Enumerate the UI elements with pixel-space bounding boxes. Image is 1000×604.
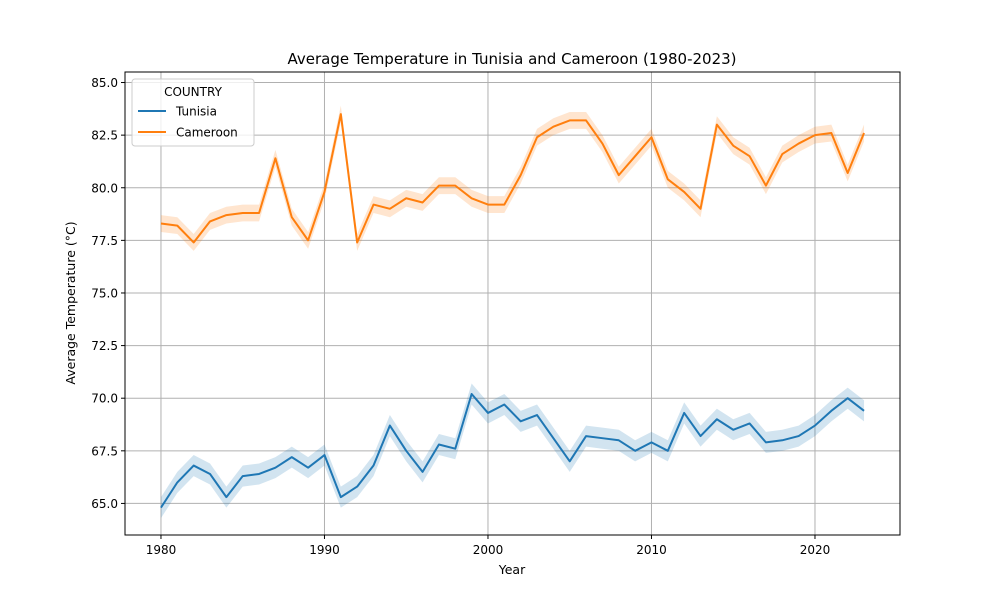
cameroon-confidence-band [160, 105, 865, 251]
legend-title: COUNTRY [164, 85, 222, 99]
axis-ticks: 1980 1990 2000 2010 2020 65.0 67.5 70.0 72.5 75.0… [91, 76, 830, 557]
y-tick-label: 80.0 [91, 181, 118, 195]
legend: COUNTRY Tunisia Cameroon [131, 78, 255, 147]
y-tick-label: 82.5 [91, 129, 118, 143]
tunisia-series-line [160, 392, 865, 509]
y-tick-label: 65.0 [91, 497, 118, 511]
y-tick-label: 72.5 [91, 339, 118, 353]
y-tick-label: 77.5 [91, 234, 118, 248]
plot-frame [124, 71, 901, 536]
series-lines [160, 113, 865, 509]
y-tick-label: 70.0 [91, 392, 118, 406]
x-tick-label: 2000 [473, 543, 504, 557]
legend-label-cameroon: Cameroon [176, 126, 238, 140]
x-tick-label: 2020 [800, 543, 831, 557]
legend-box [131, 78, 255, 147]
y-tick-label: 67.5 [91, 444, 118, 458]
x-tick-label: 1990 [309, 543, 340, 557]
y-tick-label: 75.0 [91, 286, 118, 300]
chart-title: Average Temperature in Tunisia and Camer… [287, 50, 736, 68]
legend-label-tunisia: Tunisia [175, 105, 217, 119]
y-axis-label: Average Temperature (°C) [63, 221, 78, 384]
x-tick-label: 2010 [636, 543, 667, 557]
x-tick-label: 1980 [146, 543, 177, 557]
y-tick-label: 85.0 [91, 76, 118, 90]
grid-lines [125, 72, 900, 535]
x-axis-label: Year [498, 562, 526, 577]
cameroon-series-line [160, 113, 865, 244]
